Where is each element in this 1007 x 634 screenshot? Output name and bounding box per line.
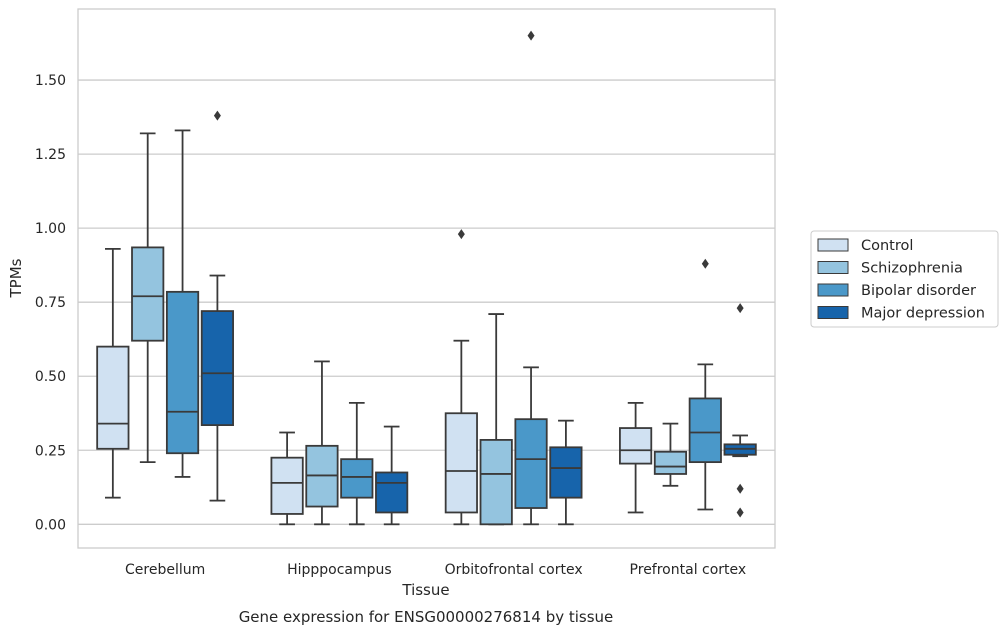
legend: Control Schizophrenia Bipolar disorder Majo… [810, 230, 999, 328]
iqr-box [165, 290, 200, 455]
iqr-box [619, 427, 653, 465]
chart-title: Gene expression for ENSG00000276814 by t… [239, 608, 614, 626]
outlier-point [527, 30, 535, 41]
box [619, 401, 653, 514]
box [96, 247, 130, 499]
box [131, 132, 165, 464]
iqr-box [131, 246, 165, 342]
outlier-point [736, 303, 744, 314]
box-plot-series [96, 30, 757, 526]
x-tick-label: Hipppocampus [287, 562, 392, 578]
outlier-point [701, 258, 709, 269]
box [723, 303, 757, 518]
x-axis-ticks: Cerebellum Hipppocampus Orbitofrontal cort… [125, 562, 746, 578]
y-tick-label: 0.75 [35, 295, 66, 311]
y-axis-label: TPMs [7, 258, 25, 298]
series-bipolar-disorder [165, 30, 722, 526]
box [270, 431, 304, 526]
outlier-point [736, 483, 744, 494]
iqr-box [688, 397, 722, 464]
outlier-point [457, 229, 465, 240]
box [688, 258, 722, 511]
y-tick-label: 0.25 [35, 443, 66, 459]
x-tick-label: Prefrontal cortex [630, 562, 747, 578]
legend-label: Schizophrenia [861, 261, 963, 277]
series-major-depression [200, 110, 757, 526]
box [165, 129, 200, 478]
legend-items: Control Schizophrenia Bipolar disorder Majo… [817, 238, 985, 322]
y-tick-label: 0.50 [35, 369, 66, 385]
iqr-box [200, 310, 234, 426]
y-tick-label: 1.00 [35, 221, 66, 237]
box [200, 110, 234, 502]
iqr-box [514, 418, 548, 509]
legend-frame [810, 230, 999, 328]
legend-swatch [817, 238, 849, 252]
legend-label: Bipolar disorder [861, 283, 976, 299]
box [653, 422, 688, 487]
iqr-box [653, 450, 688, 475]
series-schizophrenia [131, 132, 688, 526]
iqr-box [444, 412, 478, 514]
iqr-box [340, 458, 374, 499]
box [305, 360, 339, 526]
legend-swatch [817, 261, 849, 274]
legend-swatch [817, 306, 849, 319]
y-tick-label: 0.00 [35, 517, 66, 533]
iqr-box [549, 446, 583, 499]
box [444, 229, 478, 526]
x-axis-label: Tissue [401, 581, 449, 599]
x-tick-label: Orbitofrontal cortex [445, 562, 583, 578]
box [514, 30, 548, 526]
iqr-box [270, 456, 304, 515]
series-control [96, 229, 653, 526]
outlier-point [213, 110, 221, 121]
box [549, 419, 583, 526]
x-tick-label: Cerebellum [125, 562, 205, 578]
iqr-box [479, 439, 513, 526]
legend-label: Control [861, 238, 913, 254]
iqr-box [375, 471, 409, 514]
y-tick-label: 1.25 [35, 147, 66, 163]
box [479, 313, 513, 526]
box [340, 401, 374, 526]
outlier-point [736, 507, 744, 518]
legend-swatch [817, 283, 849, 297]
iqr-box [96, 345, 130, 450]
y-axis-ticks: 0.00 0.25 0.50 0.75 1.00 1.25 1.50 [35, 73, 66, 533]
legend-label: Major depression [861, 306, 985, 322]
plot-area-frame [77, 8, 776, 549]
y-tick-label: 1.50 [35, 73, 66, 89]
box [375, 425, 409, 526]
